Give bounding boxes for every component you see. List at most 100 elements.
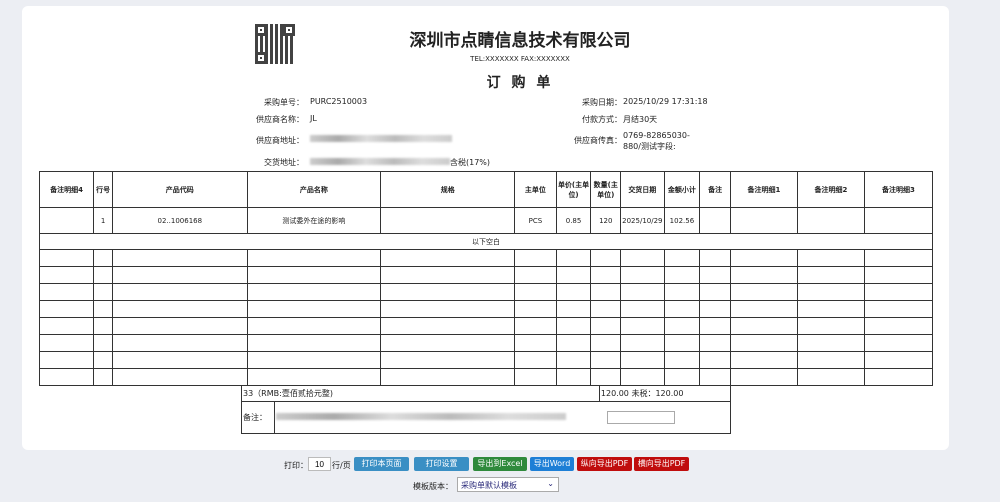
empty-cell — [112, 283, 248, 301]
toolbar-button[interactable]: 导出Word — [530, 457, 574, 471]
empty-cell — [590, 249, 622, 267]
delivery-label: 交货地址： — [264, 158, 304, 167]
empty-cell — [555, 351, 592, 369]
empty-cell — [246, 249, 382, 267]
empty-row — [38, 300, 934, 318]
supplier-fax: 0769-82865030-880/测试字段: — [623, 131, 690, 151]
empty-row — [38, 266, 934, 284]
empty-cell — [699, 351, 731, 369]
fax-label: 供应商传真： — [574, 136, 622, 145]
empty-cell — [93, 283, 114, 301]
order-no: PURC2510003 — [310, 97, 368, 106]
print-label: 打印： — [284, 461, 308, 470]
empty-cell — [38, 368, 95, 386]
empty-cell — [620, 249, 665, 267]
table-cell — [699, 207, 731, 234]
empty-cell — [863, 283, 934, 301]
empty-cell — [514, 368, 557, 386]
empty-cell — [699, 300, 731, 318]
empty-row — [38, 368, 934, 386]
template-select[interactable]: 采购单默认模板 ⌄ — [457, 477, 559, 492]
empty-cell — [796, 283, 865, 301]
empty-cell — [863, 351, 934, 369]
empty-cell — [663, 300, 701, 318]
empty-cell — [514, 266, 557, 284]
empty-row — [38, 334, 934, 352]
blurred-remark — [276, 413, 566, 420]
empty-cell — [246, 300, 382, 318]
toolbar-button[interactable]: 纵向导出PDF — [577, 457, 632, 471]
empty-cell — [93, 249, 114, 267]
empty-cell — [620, 334, 665, 352]
column-header: 交货日期 — [620, 171, 665, 208]
empty-cell — [796, 351, 865, 369]
empty-cell — [699, 368, 731, 386]
toolbar-button[interactable]: 打印本页面 — [354, 457, 409, 471]
rows-per-page-input[interactable] — [308, 457, 331, 471]
empty-cell — [514, 300, 557, 318]
column-header: 单价(主单位) — [555, 171, 592, 208]
empty-cell — [699, 334, 731, 352]
empty-cell — [729, 266, 798, 284]
empty-cell — [93, 317, 114, 335]
column-header: 规格 — [380, 171, 516, 208]
empty-cell — [380, 317, 516, 335]
table-cell: 120 — [590, 207, 622, 234]
empty-cell — [699, 283, 731, 301]
empty-cell — [514, 249, 557, 267]
empty-cell — [590, 351, 622, 369]
payment-label: 付款方式： — [582, 115, 622, 124]
empty-cell — [796, 249, 865, 267]
empty-cell — [112, 317, 248, 335]
order-no-label: 采购单号： — [264, 98, 304, 107]
table-cell — [729, 207, 798, 234]
column-header: 备注明细2 — [796, 171, 865, 208]
empty-cell — [663, 334, 701, 352]
empty-cell — [555, 317, 592, 335]
empty-cell — [380, 249, 516, 267]
column-header: 备注明细3 — [863, 171, 934, 208]
empty-cell — [796, 317, 865, 335]
empty-cell — [93, 334, 114, 352]
table-cell — [380, 207, 516, 234]
empty-cell — [246, 334, 382, 352]
table-cell — [863, 207, 934, 234]
empty-cell — [246, 351, 382, 369]
column-header: 产品代码 — [112, 171, 248, 208]
empty-cell — [863, 249, 934, 267]
total-in-words: 33（RMB:壹佰贰拾元整) — [241, 385, 600, 402]
empty-cell — [514, 334, 557, 352]
empty-cell — [620, 266, 665, 284]
qr-code — [255, 24, 295, 64]
empty-cell — [380, 300, 516, 318]
empty-row — [38, 249, 934, 267]
remark-input[interactable] — [607, 411, 675, 424]
empty-cell — [620, 351, 665, 369]
toolbar-button[interactable]: 打印设置 — [414, 457, 469, 471]
table-cell: PCS — [514, 207, 557, 234]
toolbar-button[interactable]: 横向导出PDF — [634, 457, 689, 471]
contact-line: TEL:XXXXXXX FAX:XXXXXXX — [470, 55, 570, 63]
blurred-delivery — [310, 158, 450, 165]
empty-cell — [112, 368, 248, 386]
empty-cell — [863, 317, 934, 335]
empty-cell — [38, 266, 95, 284]
empty-cell — [796, 334, 865, 352]
empty-cell — [729, 368, 798, 386]
toolbar-button[interactable]: 导出到Excel — [473, 457, 527, 471]
document-title: 订 购 单 — [486, 75, 554, 91]
empty-cell — [38, 317, 95, 335]
empty-row — [38, 317, 934, 335]
supplier-label: 供应商名称： — [256, 115, 304, 124]
empty-cell — [699, 317, 731, 335]
empty-cell — [38, 334, 95, 352]
date-label: 采购日期： — [582, 98, 622, 107]
empty-cell — [590, 300, 622, 318]
table-cell: 0.85 — [555, 207, 592, 234]
empty-cell — [246, 266, 382, 284]
empty-row — [38, 351, 934, 369]
empty-cell — [729, 351, 798, 369]
table-cell: 102.56 — [663, 207, 701, 234]
empty-cell — [663, 266, 701, 284]
table-cell — [796, 207, 865, 234]
